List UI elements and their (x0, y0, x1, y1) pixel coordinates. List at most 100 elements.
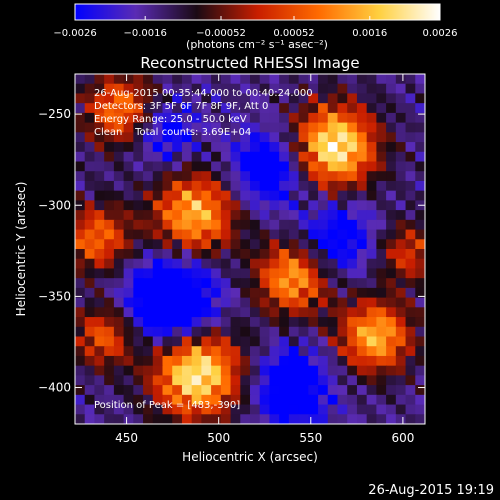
heatmap-cell (152, 180, 164, 192)
heatmap-cell (395, 365, 407, 376)
heatmap-cell (356, 239, 368, 250)
heatmap-cell (395, 190, 407, 201)
heatmap-cell (162, 365, 173, 376)
heatmap-cell (279, 355, 290, 367)
heatmap-cell (220, 122, 232, 133)
heatmap-cell (347, 93, 358, 104)
heatmap-cell (172, 404, 183, 415)
heatmap-cell (356, 142, 368, 153)
heatmap-cell (133, 326, 144, 338)
heatmap-cell (133, 385, 144, 396)
heatmap-cell (240, 229, 251, 240)
heatmap-cell (366, 287, 377, 299)
heatmap-cell (327, 112, 339, 124)
heatmap-cell (366, 336, 377, 347)
heatmap-cell (181, 394, 193, 406)
heatmap-cell (181, 122, 193, 133)
heatmap-cell (84, 258, 96, 270)
heatmap-cell (94, 83, 105, 95)
heatmap-cell (172, 326, 183, 338)
heatmap-cell (415, 258, 425, 270)
heatmap-cell (259, 326, 271, 338)
heatmap-cell (240, 249, 251, 260)
heatmap-cell (376, 414, 387, 424)
heatmap-cell (152, 336, 164, 347)
heatmap-cell (191, 287, 202, 299)
heatmap-cell (75, 74, 86, 85)
heatmap-cell (133, 180, 144, 192)
heatmap-cell (327, 210, 339, 221)
heatmap-cell (191, 161, 202, 172)
heatmap-cell (405, 161, 416, 172)
heatmap-cell (220, 404, 232, 415)
heatmap-cell (298, 122, 309, 133)
heatmap-cell (415, 375, 425, 386)
heatmap-cell (298, 355, 309, 367)
heatmap-cell (298, 239, 309, 250)
heatmap-cell (113, 336, 125, 347)
heatmap-cell (162, 180, 173, 192)
heatmap-cell (259, 180, 271, 192)
heatmap-cell (201, 307, 212, 318)
heatmap-cell (288, 151, 300, 163)
heatmap-cell (347, 258, 358, 270)
heatmap-cell (113, 258, 125, 270)
heatmap-cell (123, 112, 134, 124)
heatmap-cell (366, 404, 377, 415)
heatmap-cell (327, 365, 339, 376)
heatmap-cell (152, 365, 164, 376)
heatmap-cell (269, 239, 280, 250)
heatmap-cell (143, 142, 154, 153)
heatmap-cell (172, 258, 183, 270)
heatmap-cell (143, 346, 154, 357)
heatmap-cell (376, 93, 387, 104)
heatmap-cell (230, 83, 241, 95)
heatmap-cell (415, 171, 425, 182)
heatmap-cell (269, 249, 280, 260)
annotation-clean-counts: Clean Total counts: 3.69E+04 (94, 127, 251, 138)
heatmap-cell (113, 404, 125, 415)
heatmap-cell (259, 229, 271, 240)
heatmap-cell (211, 394, 222, 406)
heatmap-cell (288, 278, 300, 289)
heatmap-cell (113, 394, 125, 406)
heatmap-cell (143, 103, 154, 114)
heatmap-cell (386, 385, 397, 396)
heatmap-cell (211, 346, 222, 357)
heatmap-cell (347, 210, 358, 221)
heatmap-cell (230, 365, 241, 376)
heatmap-cell (395, 210, 407, 221)
heatmap-cell (211, 404, 222, 415)
heatmap-cell (415, 210, 425, 221)
heatmap-cell (104, 278, 115, 289)
heatmap-cell (113, 83, 125, 95)
heatmap-cell (172, 93, 183, 104)
heatmap-cell (191, 142, 202, 153)
heatmap-cell (347, 171, 358, 182)
heatmap-cell (143, 200, 154, 211)
heatmap-cell (395, 93, 407, 104)
heatmap-cell (123, 219, 134, 231)
heatmap-cell (347, 219, 358, 231)
heatmap-cell (288, 161, 300, 172)
heatmap-cell (181, 151, 193, 163)
heatmap-cell (84, 385, 96, 396)
heatmap-cell (84, 83, 96, 95)
heatmap-cell (298, 317, 309, 328)
heatmap-cell (162, 414, 173, 424)
heatmap-cell (327, 132, 339, 143)
heatmap-cell (318, 200, 329, 211)
heatmap-cell (191, 307, 202, 318)
heatmap-cell (220, 74, 232, 85)
heatmap-cell (152, 287, 164, 299)
heatmap-cell (288, 404, 300, 415)
heatmap-cell (250, 297, 261, 308)
heatmap-cell (318, 142, 329, 153)
heatmap-cell (113, 346, 125, 357)
heatmap-cell (269, 297, 280, 308)
heatmap-cell (327, 394, 339, 406)
heatmap-cell (191, 210, 202, 221)
heatmap-cell (259, 83, 271, 95)
heatmap-cell (162, 385, 173, 396)
heatmap-cell (94, 93, 105, 104)
